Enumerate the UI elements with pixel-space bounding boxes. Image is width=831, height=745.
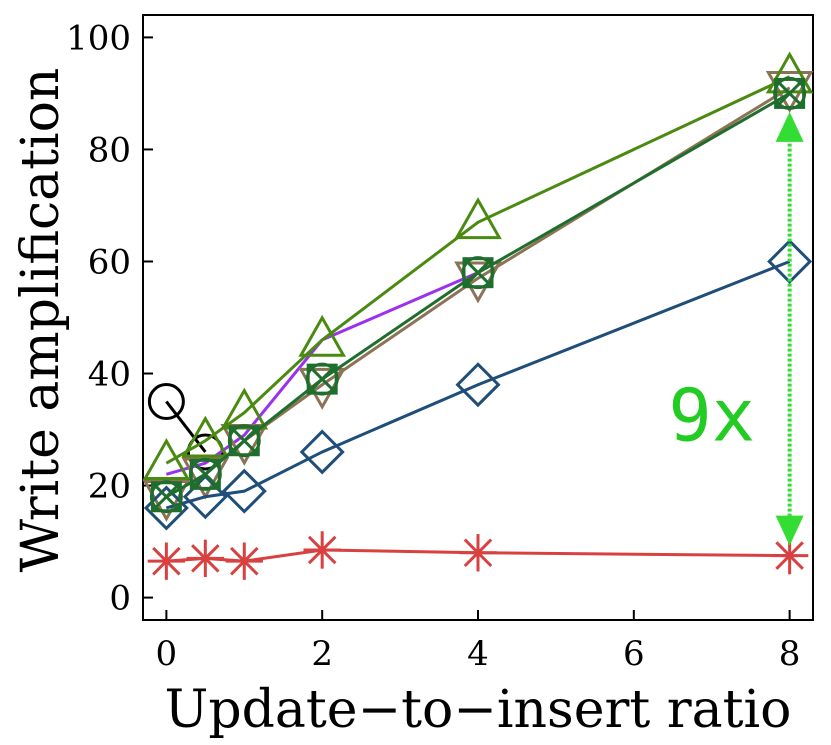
series-layer xyxy=(142,51,814,580)
square-x-cross xyxy=(307,364,338,395)
series xyxy=(147,531,809,580)
asterisk-stroke xyxy=(191,544,220,573)
square-x-point xyxy=(188,457,222,491)
x-tick-label: 2 xyxy=(311,634,333,674)
y-tick-label: 100 xyxy=(66,18,131,58)
square-x-ring xyxy=(188,457,222,491)
diamond-point xyxy=(221,468,267,514)
square-x-cross xyxy=(229,425,260,456)
square-x-cross xyxy=(151,481,182,512)
asterisk-stroke xyxy=(775,541,804,570)
square-x-point xyxy=(305,362,339,396)
triangle-up-point xyxy=(454,197,502,240)
y-tick-label: 80 xyxy=(88,130,131,170)
square-x-cross xyxy=(190,459,221,490)
square-x-point xyxy=(461,256,495,290)
square-x-point xyxy=(227,424,261,458)
annotation-layer: 9x xyxy=(668,111,804,546)
series xyxy=(142,51,814,480)
asterisk-point xyxy=(225,542,263,580)
diamond-point xyxy=(299,429,345,475)
y-axis-label: Write amplification xyxy=(11,68,71,573)
diamond-point xyxy=(767,238,813,285)
x-tick-label: 6 xyxy=(623,634,645,674)
square-x-point xyxy=(773,76,807,110)
asterisk-point xyxy=(186,539,225,578)
y-tick-label: 20 xyxy=(88,467,131,507)
series-line xyxy=(165,75,791,465)
diamond-point xyxy=(182,474,228,520)
asterisk-point xyxy=(303,531,341,569)
x-axis-label: Update−to−insert ratio xyxy=(165,680,792,740)
series-line xyxy=(165,92,791,499)
plot-frame xyxy=(142,14,814,621)
asterisk-stroke xyxy=(229,546,259,576)
asterisk-stroke xyxy=(307,535,337,565)
square-x-ring xyxy=(149,480,183,514)
y-axis: 0 20 40 60 80 100 xyxy=(66,18,153,619)
x-tick-label: 8 xyxy=(779,634,801,674)
triangle-up-point xyxy=(142,438,191,480)
square-x-cross xyxy=(462,257,494,288)
diamond-point xyxy=(455,362,501,408)
x-axis: 0 2 4 6 8 xyxy=(156,610,801,674)
asterisk-point xyxy=(459,534,497,572)
square-x-ring xyxy=(773,76,807,110)
plot-area xyxy=(142,14,814,621)
triangle-up-point xyxy=(298,314,347,357)
square-x-ring xyxy=(305,362,339,396)
asterisk-point xyxy=(147,542,186,580)
square-x-cross xyxy=(774,78,805,109)
arrow-head-bottom xyxy=(775,515,804,546)
double-arrow xyxy=(775,111,804,546)
y-tick-label: 40 xyxy=(88,355,131,395)
annotation-text: 9x xyxy=(668,374,755,458)
x-tick-label: 4 xyxy=(467,634,489,674)
y-tick-label: 0 xyxy=(109,579,131,619)
circle-point xyxy=(147,383,185,421)
square-x-point xyxy=(149,480,183,514)
asterisk-stroke xyxy=(463,538,493,568)
series-line xyxy=(165,260,791,510)
square-x-ring xyxy=(461,256,495,290)
series xyxy=(149,76,807,514)
y-tick-label: 60 xyxy=(88,242,131,282)
arrow-head-top xyxy=(775,111,804,142)
triangle-up-point xyxy=(181,415,230,458)
asterisk-stroke xyxy=(152,546,181,576)
square-x-ring xyxy=(227,424,261,458)
x-tick-label: 0 xyxy=(156,634,178,674)
